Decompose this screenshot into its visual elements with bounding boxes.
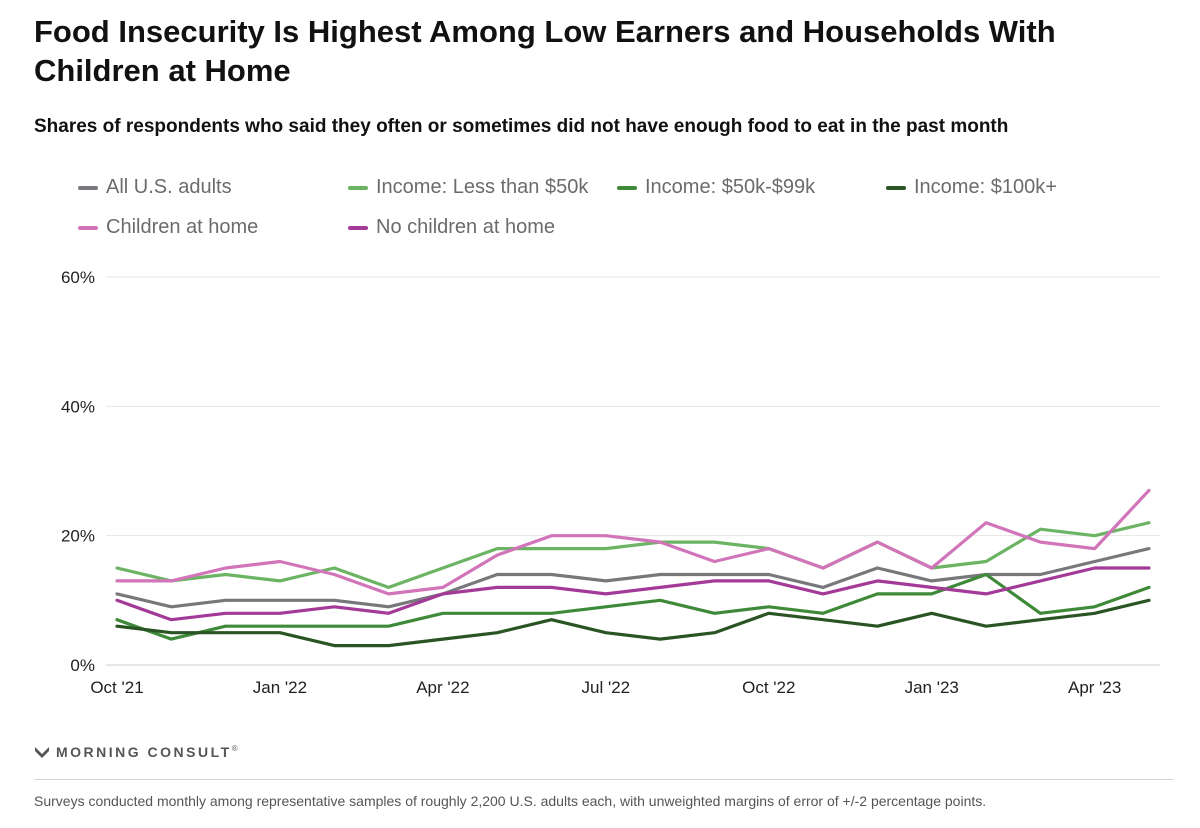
x-axis-ticks: Oct '21 Jan '22 Apr '22 Jul '22 Oct '22 Jan '… xyxy=(90,678,1121,697)
chart-subtitle: Shares of respondents who said they ofte… xyxy=(34,116,1009,137)
legend-label: Income: Less than $50k xyxy=(376,176,589,198)
y-tick-label: 20% xyxy=(61,527,95,546)
x-tick-label: Jan '22 xyxy=(253,678,307,697)
legend-label: All U.S. adults xyxy=(106,176,232,198)
brand-logo: MORNING CONSULT ® xyxy=(34,744,238,760)
y-tick-label: 60% xyxy=(61,268,95,287)
legend-label: Children at home xyxy=(106,216,259,238)
series-line-no-children-at-home xyxy=(115,566,1151,622)
legend-label: Income: $100k+ xyxy=(914,176,1057,198)
y-axis-ticks: 0% 20% 40% 60% xyxy=(61,268,95,675)
series-lines xyxy=(115,488,1151,648)
series-line-children-at-home xyxy=(115,488,1151,596)
legend-item-income-50k-99k: Income: $50k-$99k xyxy=(617,176,815,199)
y-tick-label: 40% xyxy=(61,397,95,416)
x-tick-label: Oct '21 xyxy=(90,678,143,697)
footnote: Surveys conducted monthly among represen… xyxy=(34,793,987,809)
legend-swatch-income-50k-99k xyxy=(617,185,637,190)
x-tick-label: Apr '22 xyxy=(416,678,469,697)
x-tick-label: Oct '22 xyxy=(742,678,795,697)
legend: All U.S. adults Income: Less than $50k I… xyxy=(78,176,1178,256)
footer-divider xyxy=(34,779,1174,780)
legend-swatch-income-under-50k xyxy=(348,185,368,190)
x-tick-label: Jul '22 xyxy=(582,678,631,697)
legend-label: No children at home xyxy=(376,216,555,238)
legend-item-no-children-at-home: No children at home xyxy=(348,216,555,239)
series-line-income-less-than-50k xyxy=(115,521,1151,590)
morning-consult-logo-icon xyxy=(35,747,49,758)
legend-item-all-adults: All U.S. adults xyxy=(78,176,232,199)
legend-item-income-100k-plus: Income: $100k+ xyxy=(886,176,1057,199)
legend-swatch-income-100k-plus xyxy=(886,185,906,190)
x-tick-label: Jan '23 xyxy=(905,678,959,697)
legend-swatch-no-children-at-home xyxy=(348,225,368,230)
legend-item-income-under-50k: Income: Less than $50k xyxy=(348,176,588,199)
legend-item-children-at-home: Children at home xyxy=(78,216,258,239)
grid xyxy=(106,276,1160,666)
brand-logo-mark: ® xyxy=(231,743,238,753)
legend-label: Income: $50k-$99k xyxy=(645,176,816,198)
series-line-income-100k xyxy=(115,598,1151,648)
series-line-income-50k-99k xyxy=(115,572,1151,641)
series-line-all-u-s-adults xyxy=(115,546,1151,609)
brand-logo-text: MORNING CONSULT xyxy=(56,744,232,760)
y-tick-label: 0% xyxy=(70,656,95,675)
legend-swatch-children-at-home xyxy=(78,225,98,230)
legend-swatch-all-adults xyxy=(78,185,98,190)
x-tick-label: Apr '23 xyxy=(1068,678,1121,697)
chart-title: Food Insecurity Is Highest Among Low Ear… xyxy=(34,14,1056,88)
